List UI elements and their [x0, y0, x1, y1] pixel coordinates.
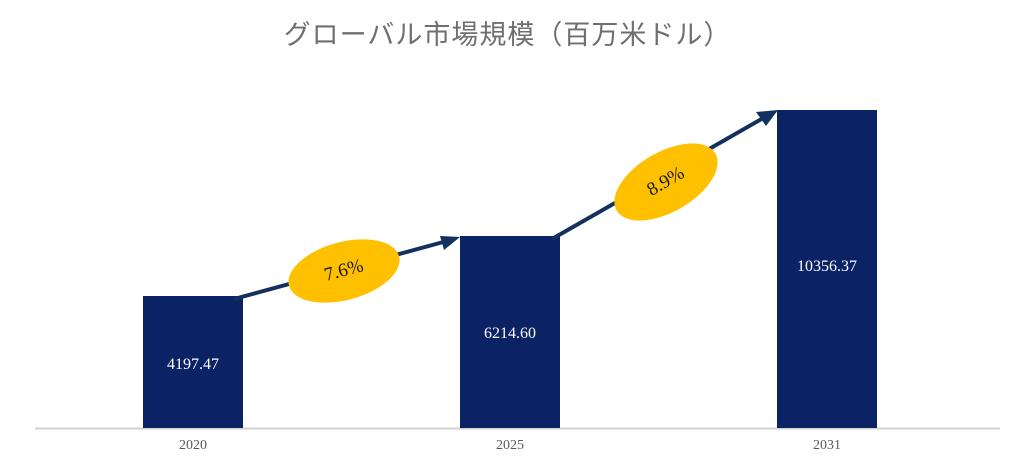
category-label-2025: 2025 [496, 438, 524, 453]
chart-title: グローバル市場規模（百万米ドル） [283, 20, 732, 50]
bar-value-label-2020: 4197.47 [167, 356, 219, 373]
growth-badge-label-1: 7.6% [322, 255, 366, 286]
bar-value-label-2025: 6214.60 [484, 325, 536, 342]
growth-badge-ellipse-2[interactable] [602, 128, 731, 237]
category-label-2020: 2020 [179, 438, 207, 453]
bar-2025[interactable] [460, 236, 560, 428]
bar-value-label-2031: 10356.37 [797, 258, 857, 275]
growth-badge-label-2: 8.9% [643, 162, 689, 201]
bar-2031[interactable] [777, 110, 877, 428]
growth-badge-ellipse-1[interactable] [281, 228, 406, 314]
growth-arrow-head-2 [756, 110, 778, 126]
category-label-2031: 2031 [813, 438, 841, 453]
bar-2020[interactable] [143, 296, 243, 428]
growth-arrow-head-1 [440, 236, 460, 250]
